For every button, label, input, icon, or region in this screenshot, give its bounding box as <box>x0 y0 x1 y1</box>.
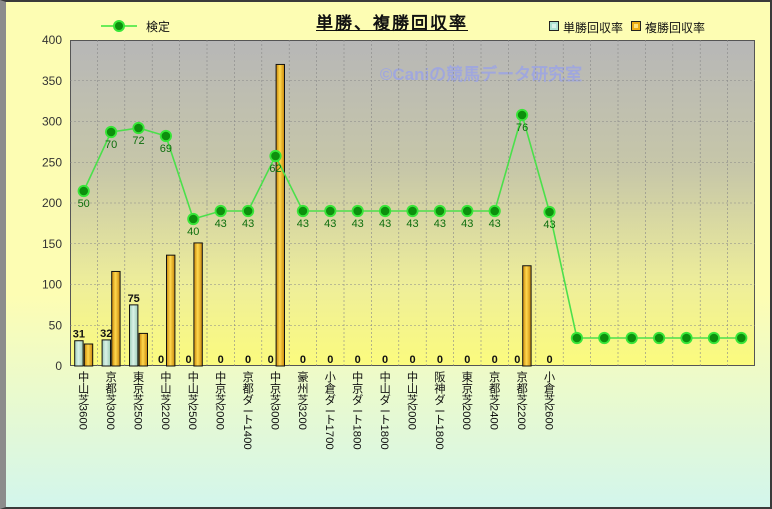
svg-text:43: 43 <box>324 218 336 230</box>
svg-text:40: 40 <box>187 226 199 238</box>
svg-text:43: 43 <box>461 218 473 230</box>
svg-text:50: 50 <box>78 198 90 210</box>
svg-text:43: 43 <box>242 218 254 230</box>
svg-text:43: 43 <box>352 218 364 230</box>
svg-text:43: 43 <box>379 218 391 230</box>
svg-text:43: 43 <box>434 218 446 230</box>
svg-text:43: 43 <box>543 219 555 231</box>
svg-text:43: 43 <box>406 218 418 230</box>
svg-text:76: 76 <box>516 122 528 134</box>
svg-text:70: 70 <box>105 139 117 151</box>
svg-text:43: 43 <box>215 218 227 230</box>
svg-text:43: 43 <box>489 218 501 230</box>
svg-text:43: 43 <box>297 218 309 230</box>
svg-text:69: 69 <box>160 143 172 155</box>
svg-text:62: 62 <box>269 163 281 175</box>
svg-text:72: 72 <box>132 135 144 147</box>
